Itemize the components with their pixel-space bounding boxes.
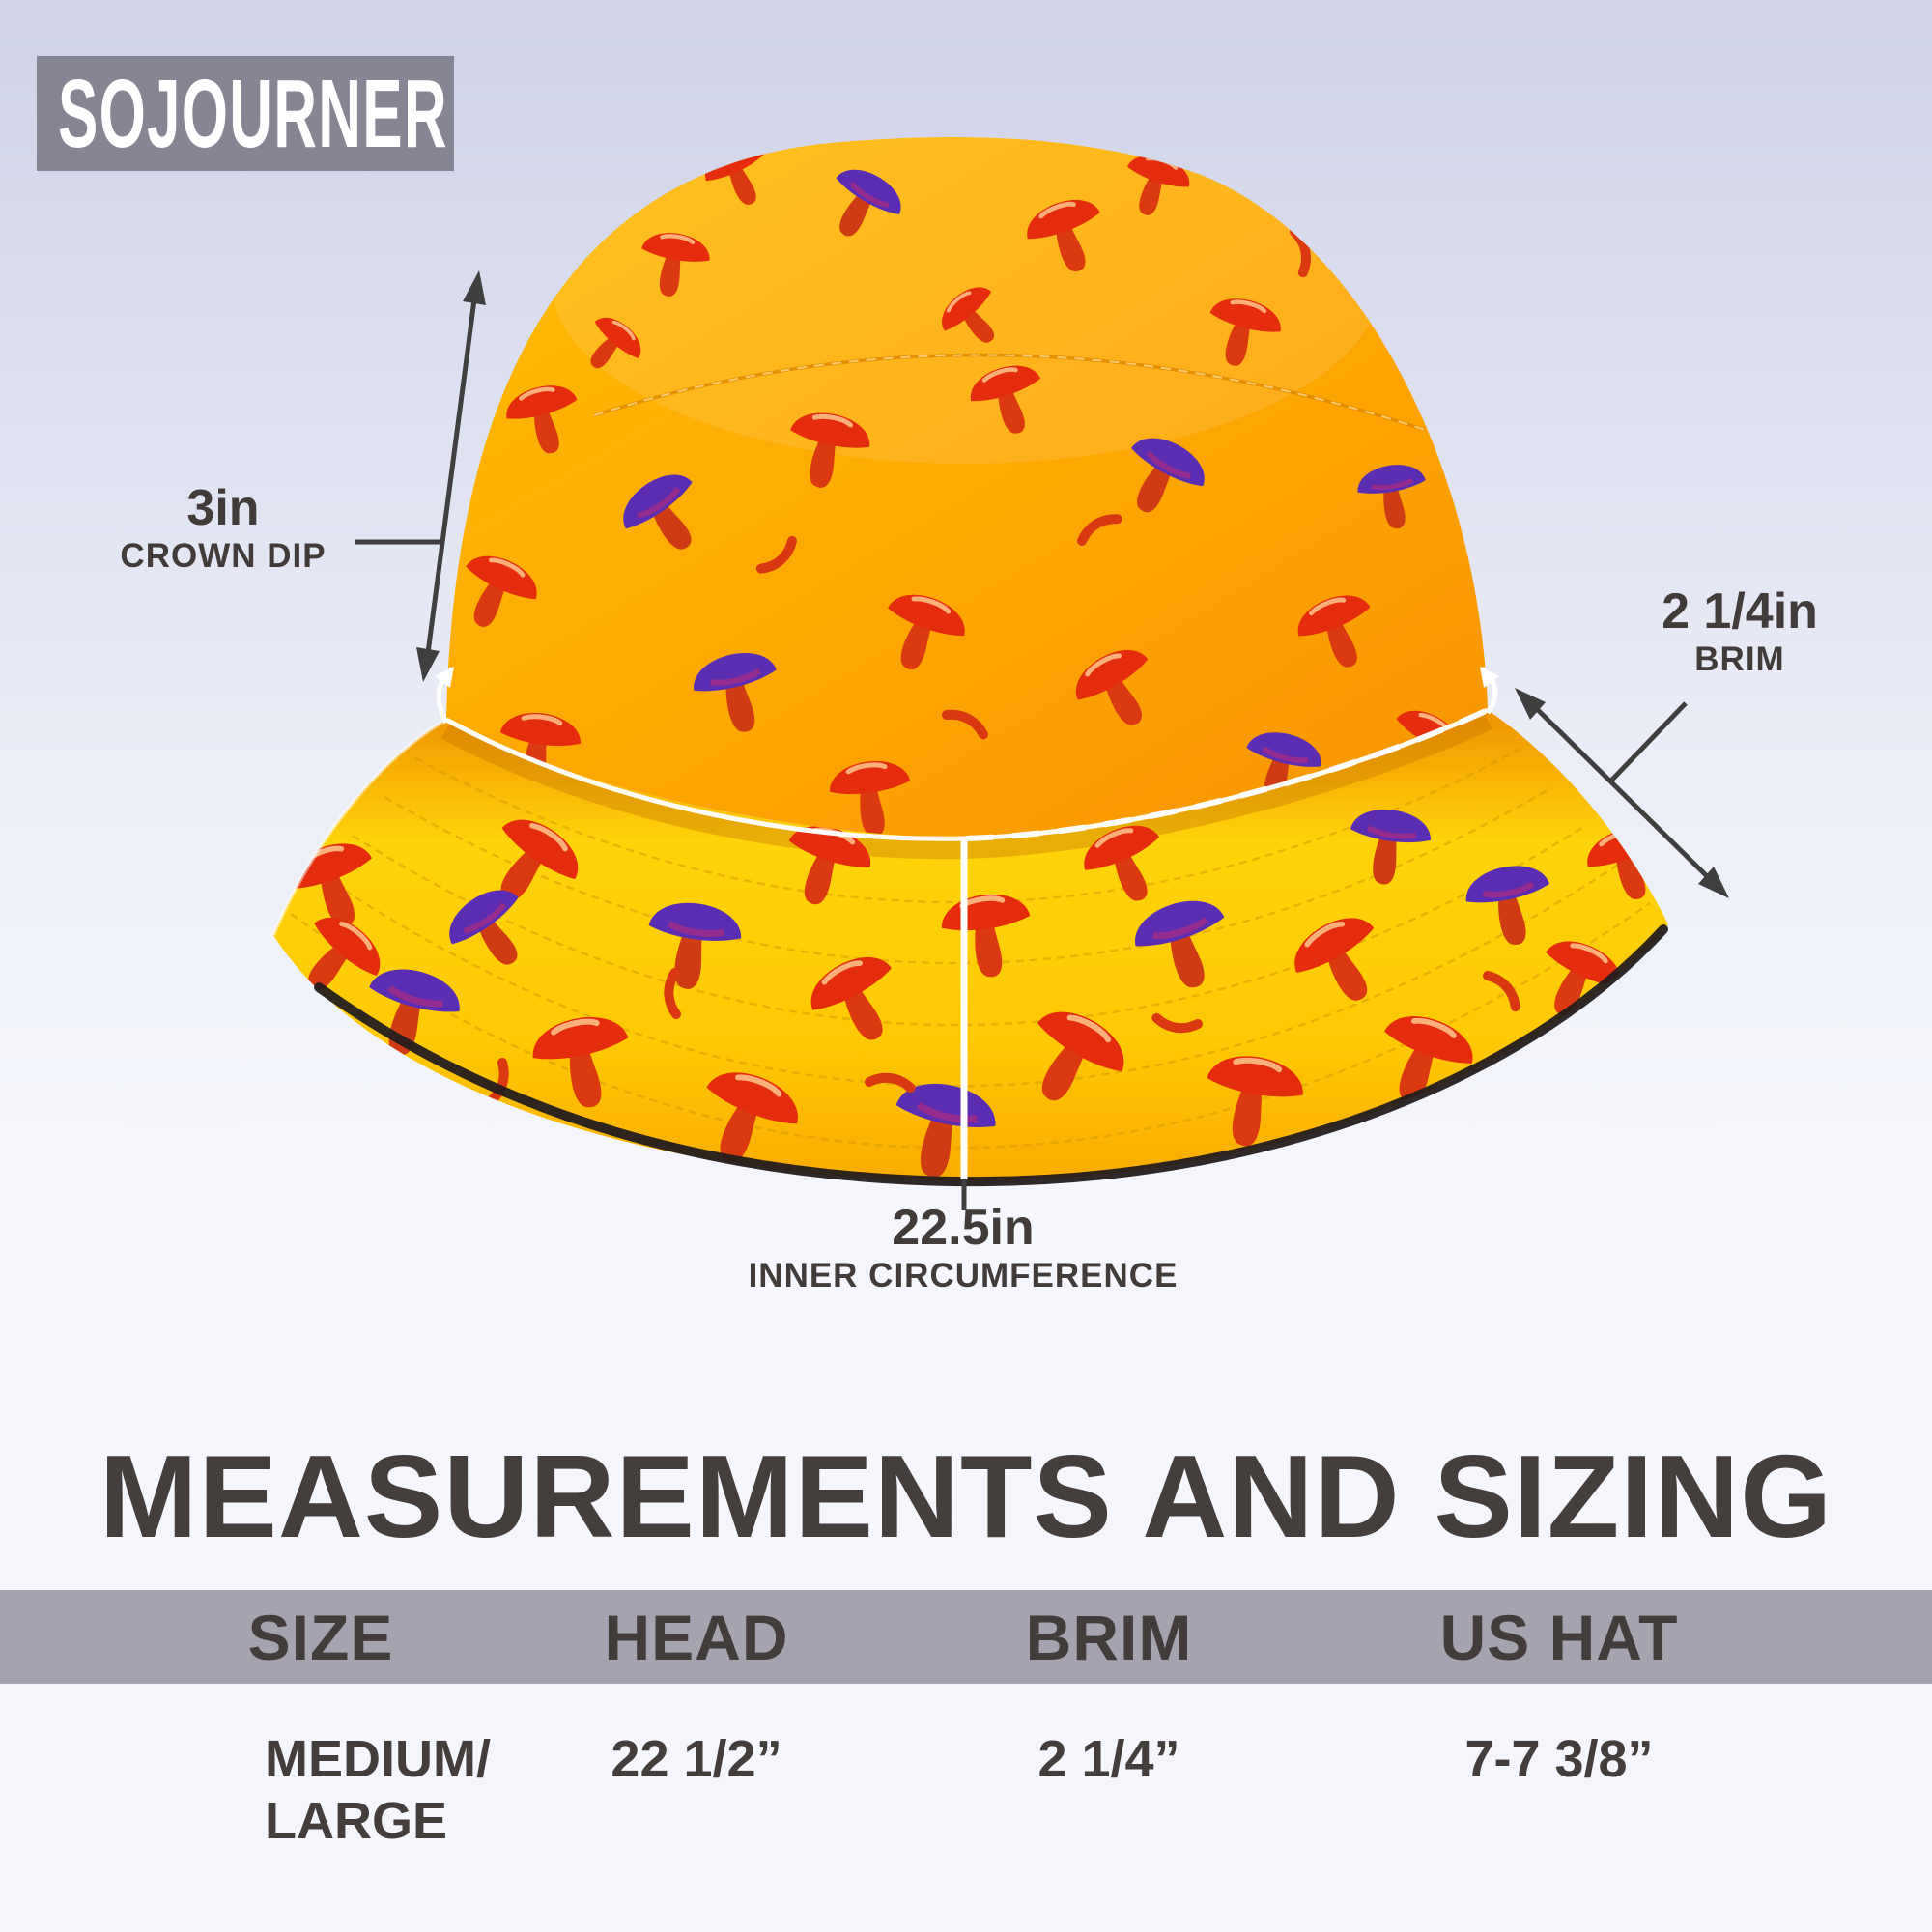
brim-arrow [1515, 688, 1729, 898]
inner-circumference-label: INNER CIRCUMFERENCE [748, 1257, 1179, 1295]
brim-under-edge [314, 924, 1668, 1187]
crown-dip-annotation: 3in CROWN DIP [30, 480, 416, 577]
hat-crown [446, 136, 1488, 838]
crown-dip-value: 3in [186, 480, 260, 536]
header-head: HEAD [604, 1601, 789, 1673]
cell-size: MEDIUM/ LARGE [265, 1729, 491, 1852]
cell-head: 22 1/2” [611, 1730, 782, 1788]
circumference-indicator [435, 667, 1499, 841]
brim-value: 2 1/4in [1662, 583, 1818, 639]
cell-size-line1: MEDIUM/ [265, 1730, 491, 1788]
cell-brim: 2 1/4” [1037, 1730, 1180, 1788]
brand-logo-text: SOJOURNER [58, 59, 448, 168]
inner-circumference-annotation: 22.5in INNER CIRCUMFERENCE [722, 1200, 1205, 1296]
crown-dip-arrow [355, 270, 486, 682]
sizing-table-header-bar: SIZE HEAD BRIM US HAT [0, 1590, 1932, 1684]
header-brim: BRIM [1025, 1601, 1193, 1673]
header-us-hat: US HAT [1439, 1601, 1679, 1673]
crown-dip-label: CROWN DIP [120, 537, 327, 576]
brand-logo: SOJOURNER [37, 56, 454, 171]
cell-us-hat: 7-7 3/8” [1464, 1730, 1654, 1788]
section-title: MEASUREMENTS AND SIZING [99, 1431, 1833, 1562]
brim-label: BRIM [1694, 640, 1785, 679]
brim-annotation: 2 1/4in BRIM [1547, 583, 1932, 680]
header-size: SIZE [247, 1601, 394, 1673]
cell-size-line2: LARGE [265, 1791, 447, 1850]
inner-circumference-value: 22.5in [892, 1200, 1035, 1256]
